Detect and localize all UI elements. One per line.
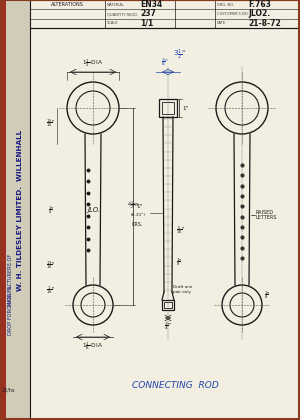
Text: $3\frac{1}{2}$": $3\frac{1}{2}$" — [173, 48, 186, 62]
Bar — [6, 0, 30, 420]
Text: RAISED
LETTERS: RAISED LETTERS — [256, 210, 278, 221]
Text: EN34: EN34 — [140, 0, 162, 9]
Text: JLO2.: JLO2. — [248, 10, 270, 18]
Text: $\frac{1}{16}$": $\frac{1}{16}$" — [46, 284, 55, 296]
Bar — [162, 300, 174, 310]
Text: 4$\frac{1}{2}$ns: 4$\frac{1}{2}$ns — [127, 199, 140, 211]
Bar — [159, 99, 177, 117]
Text: F.763: F.763 — [248, 0, 271, 9]
Text: 237: 237 — [140, 10, 156, 18]
Bar — [164, 302, 172, 308]
Text: ALTERATIONS: ALTERATIONS — [51, 3, 83, 8]
Text: CRS.: CRS. — [132, 223, 143, 228]
Text: DROP FORGINGS  &: DROP FORGINGS & — [8, 285, 14, 335]
Text: CUSTOMER'S NO.: CUSTOMER'S NO. — [217, 12, 249, 16]
Text: JLO.: JLO. — [87, 207, 101, 213]
Text: QUANTITY REQD.: QUANTITY REQD. — [107, 12, 138, 16]
Text: $\frac{13}{16}$": $\frac{13}{16}$" — [46, 259, 55, 271]
Bar — [30, 0, 300, 28]
Text: SCALE: SCALE — [107, 21, 118, 25]
Text: $\frac{3}{8}$": $\frac{3}{8}$" — [161, 56, 169, 68]
Text: W. H. TILDESLEY LIMITED.  WILLENHALL: W. H. TILDESLEY LIMITED. WILLENHALL — [17, 129, 23, 291]
Text: $\frac{1}{8}$": $\frac{1}{8}$" — [48, 204, 55, 216]
Text: $\frac{1}{8}$": $\frac{1}{8}$" — [264, 289, 271, 301]
Text: $\frac{15}{16}$": $\frac{15}{16}$" — [46, 117, 55, 129]
Text: 1": 1" — [136, 204, 142, 209]
Text: CONNECTING  ROD: CONNECTING ROD — [132, 381, 218, 389]
Text: MATERIAL: MATERIAL — [107, 3, 125, 7]
Text: DRG. NO.: DRG. NO. — [217, 3, 234, 7]
Text: $1\frac{1}{8}$ DIA: $1\frac{1}{8}$ DIA — [82, 340, 103, 352]
Text: (6.31"): (6.31") — [131, 213, 146, 217]
Text: 21-8-72: 21-8-72 — [248, 19, 281, 28]
Bar — [0, 0, 6, 420]
Text: 1/1: 1/1 — [140, 19, 153, 28]
Text: MANUFACTURERS OF: MANUFACTURERS OF — [8, 254, 14, 306]
Text: DATE: DATE — [217, 21, 226, 25]
Text: 22/hs: 22/hs — [1, 388, 15, 393]
Text: Draft one
pair only: Draft one pair only — [173, 285, 192, 294]
Text: $\frac{1}{8}$": $\frac{1}{8}$" — [176, 256, 183, 268]
Text: 1": 1" — [182, 105, 188, 110]
Bar — [162, 102, 174, 114]
Text: $\frac{5}{16}$": $\frac{5}{16}$" — [176, 224, 185, 236]
Text: $1\frac{1}{2}$ DIA: $1\frac{1}{2}$ DIA — [82, 57, 103, 69]
Text: $\frac{3}{4}$": $\frac{3}{4}$" — [164, 320, 172, 332]
